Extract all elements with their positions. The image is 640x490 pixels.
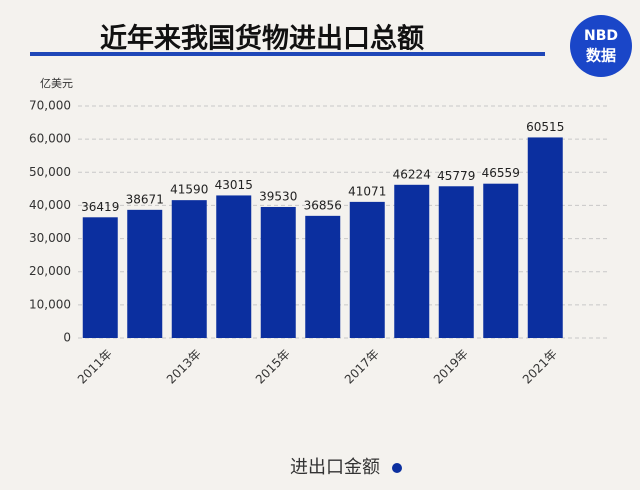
value-label: 41071 — [348, 184, 386, 198]
value-label: 43015 — [215, 178, 253, 192]
value-label: 38671 — [126, 192, 164, 206]
y-unit: 亿美元 — [40, 77, 73, 90]
bar — [82, 217, 118, 338]
bar — [305, 215, 341, 338]
y-tick-label: 60,000 — [29, 132, 71, 146]
y-tick-label: 30,000 — [29, 231, 71, 245]
bar — [394, 184, 430, 338]
y-tick-label: 40,000 — [29, 198, 71, 212]
value-label: 46559 — [482, 166, 520, 180]
bar — [171, 200, 207, 338]
y-tick-label: 0 — [63, 331, 71, 345]
chart-title: 近年来我国货物进出口总额 — [100, 23, 424, 55]
y-tick-label: 10,000 — [29, 297, 71, 311]
logo-badge — [570, 15, 632, 77]
y-tick-label: 70,000 — [29, 99, 71, 113]
bar — [483, 183, 519, 338]
legend-label: 进出口金额 — [290, 457, 380, 478]
bar — [216, 195, 252, 338]
value-label: 45779 — [437, 169, 475, 183]
value-label: 36419 — [81, 200, 119, 214]
logo-text: NBD — [584, 28, 618, 44]
bar — [349, 201, 385, 338]
legend-swatch — [392, 463, 402, 473]
bar — [438, 186, 474, 338]
value-label: 36856 — [304, 198, 342, 212]
bar — [527, 137, 563, 338]
value-label: 41590 — [170, 183, 208, 197]
value-label: 39530 — [259, 189, 297, 203]
logo-text: 数据 — [586, 47, 616, 65]
bar — [127, 209, 163, 338]
y-tick-label: 20,000 — [29, 264, 71, 278]
bar — [260, 206, 296, 338]
y-tick-label: 50,000 — [29, 165, 71, 179]
value-label: 60515 — [526, 120, 564, 134]
value-label: 46224 — [393, 167, 431, 181]
